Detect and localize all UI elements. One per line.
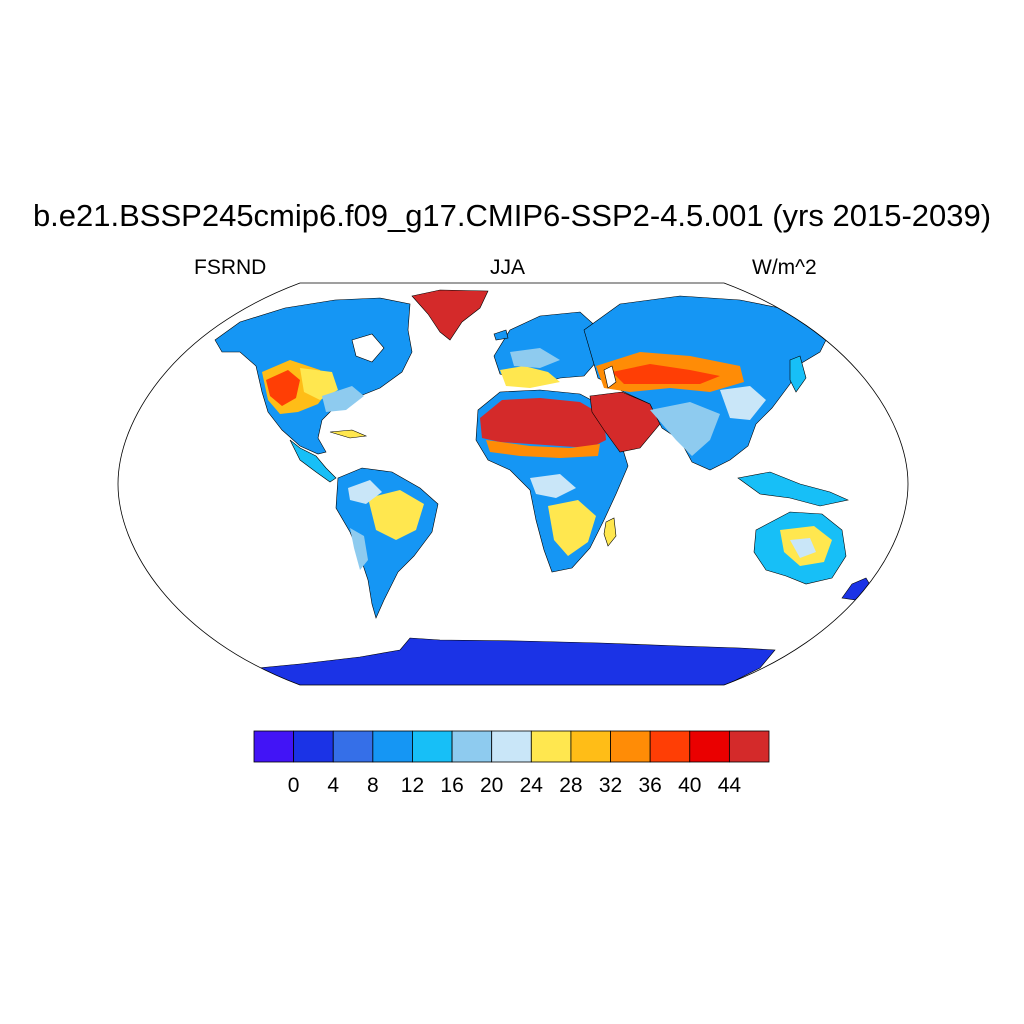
colorbar-tick-label: 24 bbox=[520, 774, 544, 797]
australia-center bbox=[790, 538, 816, 558]
north-america-east bbox=[322, 386, 364, 412]
colorbar-swatch bbox=[253, 730, 295, 763]
new-zealand bbox=[841, 577, 873, 601]
africa-congo bbox=[530, 474, 576, 498]
colorbar-swatch bbox=[570, 730, 611, 763]
north-america-southwest bbox=[266, 370, 300, 406]
east-asia bbox=[720, 386, 766, 420]
plot-title: b.e21.BSSP245cmip6.f09_g17.CMIP6-SSP2-4.… bbox=[32, 198, 992, 233]
arabian-peninsula bbox=[589, 391, 661, 453]
iceland bbox=[493, 329, 509, 341]
central-asia-core bbox=[612, 364, 720, 384]
colorbar-tick-label: 16 bbox=[440, 774, 463, 797]
colorbar-tick-label: 12 bbox=[401, 774, 424, 797]
north-america-plains bbox=[300, 368, 338, 400]
colorbar-tick-label: 28 bbox=[559, 774, 582, 797]
colorbar-tick-label: 20 bbox=[480, 774, 503, 797]
japan bbox=[789, 355, 807, 393]
colorbar-swatch bbox=[610, 730, 651, 763]
colorbar-tick-label: 8 bbox=[367, 774, 379, 797]
madagascar bbox=[603, 517, 617, 547]
colorbar-swatch bbox=[689, 730, 730, 763]
south-asia bbox=[650, 402, 720, 456]
hudson-bay bbox=[351, 333, 385, 363]
colorbar-tick-label: 44 bbox=[718, 774, 742, 797]
sahara bbox=[480, 398, 606, 448]
colorbar-swatch bbox=[332, 730, 374, 763]
colorbar-swatch bbox=[649, 730, 691, 763]
colorbar-tick-label: 0 bbox=[288, 774, 300, 797]
variable-label: FSRND bbox=[194, 256, 267, 279]
colorbar-tick-label: 36 bbox=[638, 774, 661, 797]
colorbar-swatch bbox=[491, 730, 532, 763]
south-america-andes bbox=[350, 528, 368, 570]
colorbar-swatch bbox=[412, 730, 453, 763]
caspian-sea bbox=[603, 365, 617, 389]
antarctica bbox=[257, 637, 776, 685]
colorbar-swatch bbox=[728, 730, 770, 763]
season-label: JJA bbox=[490, 256, 526, 279]
colorbar: 0 4 8 12 16 20 24 28 32 36 40 44 bbox=[253, 730, 770, 797]
greenland bbox=[411, 289, 489, 341]
sahel bbox=[486, 440, 600, 458]
colorbar-tick-label: 40 bbox=[678, 774, 701, 797]
units-label: W/m^2 bbox=[752, 256, 817, 279]
caribbean bbox=[329, 429, 368, 439]
colorbar-tick-label: 32 bbox=[599, 774, 622, 797]
south-america-brazil-warm bbox=[368, 490, 424, 540]
colorbar-tick-label: 4 bbox=[327, 774, 339, 797]
south-america-amazon bbox=[348, 480, 382, 504]
colorbar-swatch bbox=[372, 730, 413, 763]
europe-south bbox=[500, 366, 560, 388]
central-america bbox=[289, 439, 337, 483]
europe-central bbox=[510, 348, 560, 368]
colorbar-swatch bbox=[451, 730, 493, 763]
globe-outline bbox=[117, 282, 909, 686]
africa-south-warm bbox=[548, 500, 596, 556]
maritime-southeast-asia bbox=[737, 471, 849, 507]
colorbar-swatch bbox=[293, 730, 334, 763]
colorbar-swatch bbox=[530, 730, 572, 763]
